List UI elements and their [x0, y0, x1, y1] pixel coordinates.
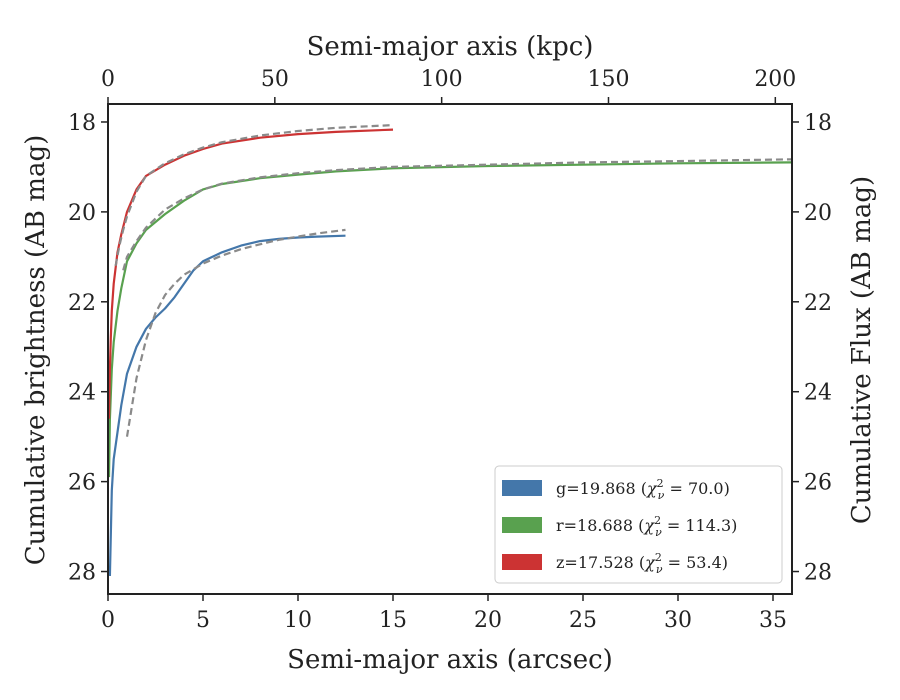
right-y-tick-label: 24 — [804, 381, 832, 406]
x-tick-label: 20 — [474, 608, 502, 633]
top-x-axis-title: Semi-major axis (kpc) — [307, 32, 594, 62]
legend-entry-2: z=17.528 (χ2 ν = 53.4) — [556, 551, 728, 576]
y-tick-label: 24 — [68, 381, 96, 406]
top-x-tick-label: 150 — [587, 67, 629, 92]
x-tick-label: 5 — [196, 608, 210, 633]
top-x-tick-label: 100 — [421, 67, 463, 92]
model-fit-line-2 — [114, 124, 394, 267]
legend: g=19.868 (χ2 ν = 70.0) r=18.688 (χ2 ν = 114… — [494, 465, 783, 584]
x-tick-label: 0 — [101, 608, 115, 633]
x-tick-label: 10 — [284, 608, 312, 633]
legend-box — [494, 465, 783, 584]
y-tick-label: 22 — [68, 291, 96, 316]
y-axis-title: Cumulative brightness (AB mag) — [21, 135, 51, 566]
model-fit-line-0 — [125, 228, 346, 437]
x-tick-label: 35 — [759, 608, 787, 633]
right-y-tick-label: 22 — [804, 291, 832, 316]
legend-entry-1: r=18.688 (χ2 ν = 114.3) — [556, 514, 737, 539]
legend-swatch-2 — [502, 554, 542, 570]
right-y-tick-label: 18 — [804, 111, 832, 136]
x-tick-label: 25 — [569, 608, 597, 633]
legend-swatch-0 — [502, 480, 542, 496]
top-x-tick-label: 50 — [261, 67, 289, 92]
series-line-0 — [108, 234, 346, 577]
y-tick-label: 26 — [68, 471, 96, 496]
top-x-tick-label: 0 — [101, 67, 115, 92]
plot-frame — [107, 103, 793, 595]
y-tick-label: 20 — [68, 201, 96, 226]
legend-entry-0: g=19.868 (χ2 ν = 70.0) — [556, 477, 730, 502]
series-line-2 — [107, 128, 394, 419]
y-tick-label: 18 — [68, 111, 96, 136]
x-tick-label: 30 — [664, 608, 692, 633]
right-y-tick-label: 28 — [804, 561, 832, 586]
x-axis-title: Semi-major axis (arcsec) — [287, 645, 613, 675]
legend-swatch-1 — [502, 517, 542, 533]
model-fit-line-1 — [122, 158, 793, 271]
right-y-tick-label: 26 — [804, 471, 832, 496]
x-tick-label: 15 — [379, 608, 407, 633]
plot-area — [107, 124, 793, 577]
axes: 0 5 10 15 20 25 30 35 0 50 100 150 200 18 18 20 20 22 22 24… — [68, 67, 832, 633]
y-tick-label: 28 — [68, 561, 96, 586]
top-x-tick-label: 200 — [754, 67, 796, 92]
series-line-1 — [107, 161, 793, 478]
right-y-axis-title: Cumulative Flux (AB mag) — [847, 176, 877, 524]
right-y-tick-label: 20 — [804, 201, 832, 226]
